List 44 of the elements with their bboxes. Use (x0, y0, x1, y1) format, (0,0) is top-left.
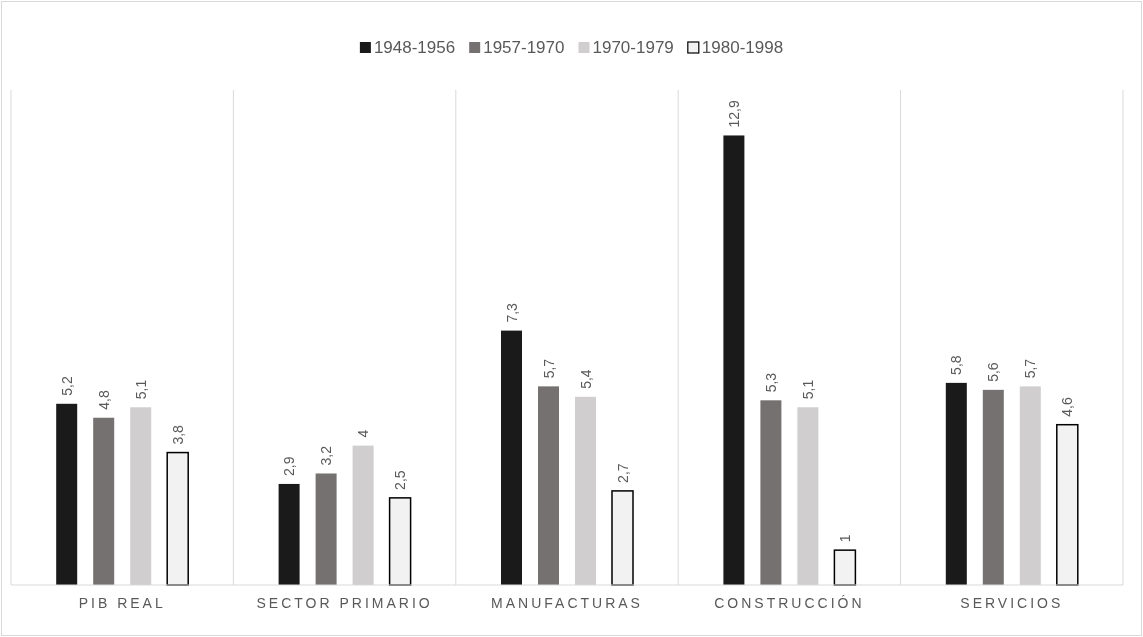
bar (56, 403, 78, 585)
data-label: 4 (355, 429, 372, 438)
data-label: 5,4 (577, 369, 594, 389)
data-label: 5,3 (762, 372, 779, 393)
data-label: 1 (836, 534, 853, 543)
bar (501, 330, 522, 585)
data-label: 12,9 (725, 100, 742, 128)
bar (538, 386, 559, 585)
bar (93, 417, 115, 585)
bar (760, 400, 782, 585)
bar (833, 549, 857, 586)
data-label: 3,8 (169, 424, 186, 445)
data-label: 5,1 (799, 379, 816, 400)
data-label: 5,2 (58, 376, 75, 396)
bar (315, 473, 337, 585)
legend-label: 1957-1970 (483, 38, 565, 57)
data-label: 5,6 (985, 362, 1002, 382)
data-label: 2,9 (281, 456, 298, 476)
data-label: 5,8 (948, 355, 965, 375)
bar (1056, 423, 1079, 586)
data-label: 5,1 (132, 379, 149, 400)
data-label: 2,5 (392, 470, 409, 490)
data-label: 5,7 (1022, 358, 1039, 379)
x-tick-label: PIB REAL (78, 595, 166, 611)
x-tick-label: SECTOR PRIMARIO (256, 595, 433, 611)
x-tick-label: CONSTRUCCIÓN (714, 595, 865, 611)
bar (945, 382, 967, 585)
data-label: 4,8 (95, 390, 112, 410)
bar (611, 490, 634, 586)
x-tick-label: MANUFACTURAS (491, 595, 643, 611)
bar (278, 483, 300, 585)
data-label: 7,3 (503, 302, 520, 323)
bar (166, 451, 189, 586)
data-label: 5,7 (540, 358, 557, 379)
legend-label: 1948-1956 (373, 38, 456, 57)
bar (982, 389, 1004, 585)
data-label: 2,7 (614, 463, 631, 483)
data-label: 4,6 (1059, 397, 1076, 417)
bar (388, 497, 412, 586)
legend-label: 1970-1979 (592, 38, 674, 57)
bar (723, 135, 745, 585)
data-label: 3,2 (318, 445, 335, 466)
legend-label: 1980-1998 (701, 38, 784, 57)
x-tick-label: SERVICIOS (960, 595, 1064, 611)
